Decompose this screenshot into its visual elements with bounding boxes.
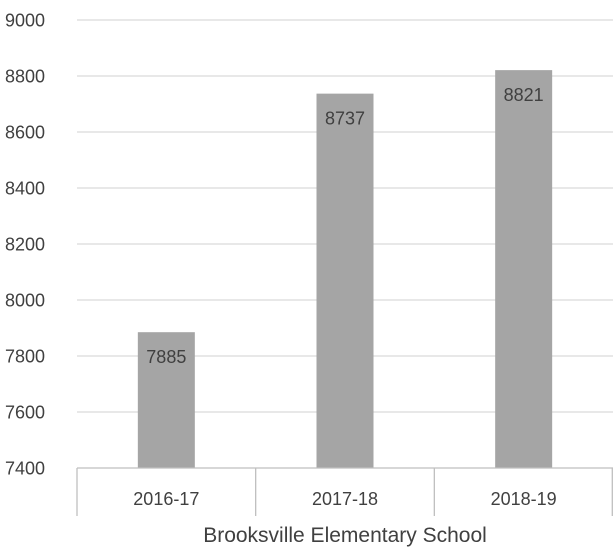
y-tick-label: 8000 xyxy=(5,291,45,311)
data-label-2017-18: 8737 xyxy=(325,109,365,129)
bars xyxy=(137,70,553,469)
data-label-2016-17: 7885 xyxy=(146,347,186,367)
y-axis-tick-labels: 7400 7600 7800 8000 8200 8400 8600 8800 9000 xyxy=(5,11,45,479)
y-tick-label: 8600 xyxy=(5,123,45,143)
bar-2018-19 xyxy=(495,70,553,469)
y-tick-label: 7800 xyxy=(5,347,45,367)
data-labels: 7885 8737 8821 xyxy=(146,85,543,367)
bar-2016-17 xyxy=(137,332,195,468)
y-tick-label: 8400 xyxy=(5,179,45,199)
y-tick-label: 8200 xyxy=(5,235,45,255)
y-tick-label: 8800 xyxy=(5,67,45,87)
x-tick-label: 2017-18 xyxy=(312,489,378,509)
y-tick-label: 7400 xyxy=(5,459,45,479)
x-axis-tick-labels: 2016-17 2017-18 2018-19 xyxy=(133,489,556,509)
y-tick-label: 9000 xyxy=(5,11,45,31)
x-axis-title: Brooksville Elementary School xyxy=(203,524,487,547)
data-label-2018-19: 8821 xyxy=(504,85,544,105)
y-tick-label: 7600 xyxy=(5,403,45,423)
x-tick-label: 2018-19 xyxy=(491,489,557,509)
x-axis xyxy=(76,467,613,516)
x-tick-label: 2016-17 xyxy=(133,489,199,509)
bar-2017-18 xyxy=(316,93,374,468)
